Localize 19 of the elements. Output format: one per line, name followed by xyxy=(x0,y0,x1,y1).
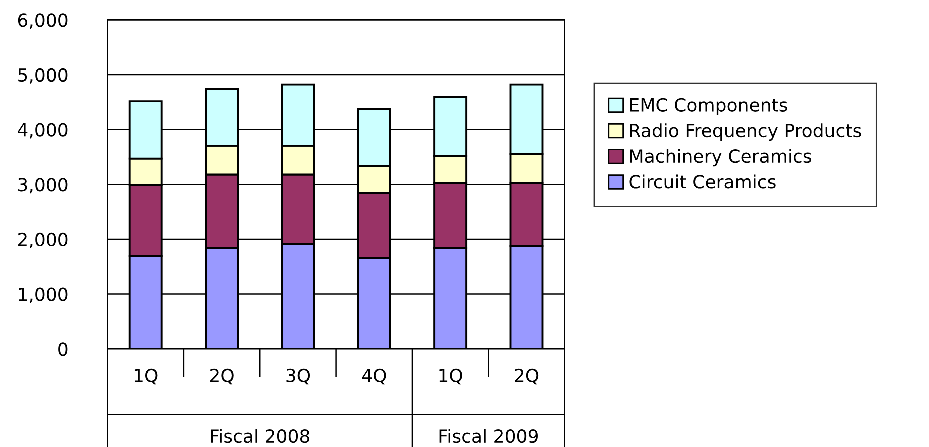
x-tick-label: 3Q xyxy=(286,368,310,385)
text: Fiscal 2009 xyxy=(440,429,538,444)
legend-label: Circuit Ceramics xyxy=(630,174,776,189)
y-tick-label: 1,000 xyxy=(19,288,68,304)
y-tick-label: 6,000 xyxy=(18,14,68,30)
legend-label: EMC Components xyxy=(630,98,788,116)
text: Fiscal 2008 xyxy=(211,429,310,444)
x-tick-label: 2Q xyxy=(210,368,234,385)
x-tick-label: 2Q xyxy=(515,368,539,385)
y-tick-label: 5,000 xyxy=(18,68,68,84)
x-tick-label: 1Q xyxy=(440,368,462,385)
y-tick-label: 3,000 xyxy=(18,178,68,194)
y-tick-label: 2,000 xyxy=(18,232,68,248)
x-tick-label: 1Q xyxy=(134,368,158,385)
x-tick-label: 4Q xyxy=(362,368,386,385)
y-tick-label: 4,000 xyxy=(18,123,68,139)
y-tick-label: 0 xyxy=(58,342,68,356)
legend-label: Radio Frequency Products xyxy=(630,124,862,142)
legend-label: Machinery Ceramics xyxy=(630,149,812,167)
